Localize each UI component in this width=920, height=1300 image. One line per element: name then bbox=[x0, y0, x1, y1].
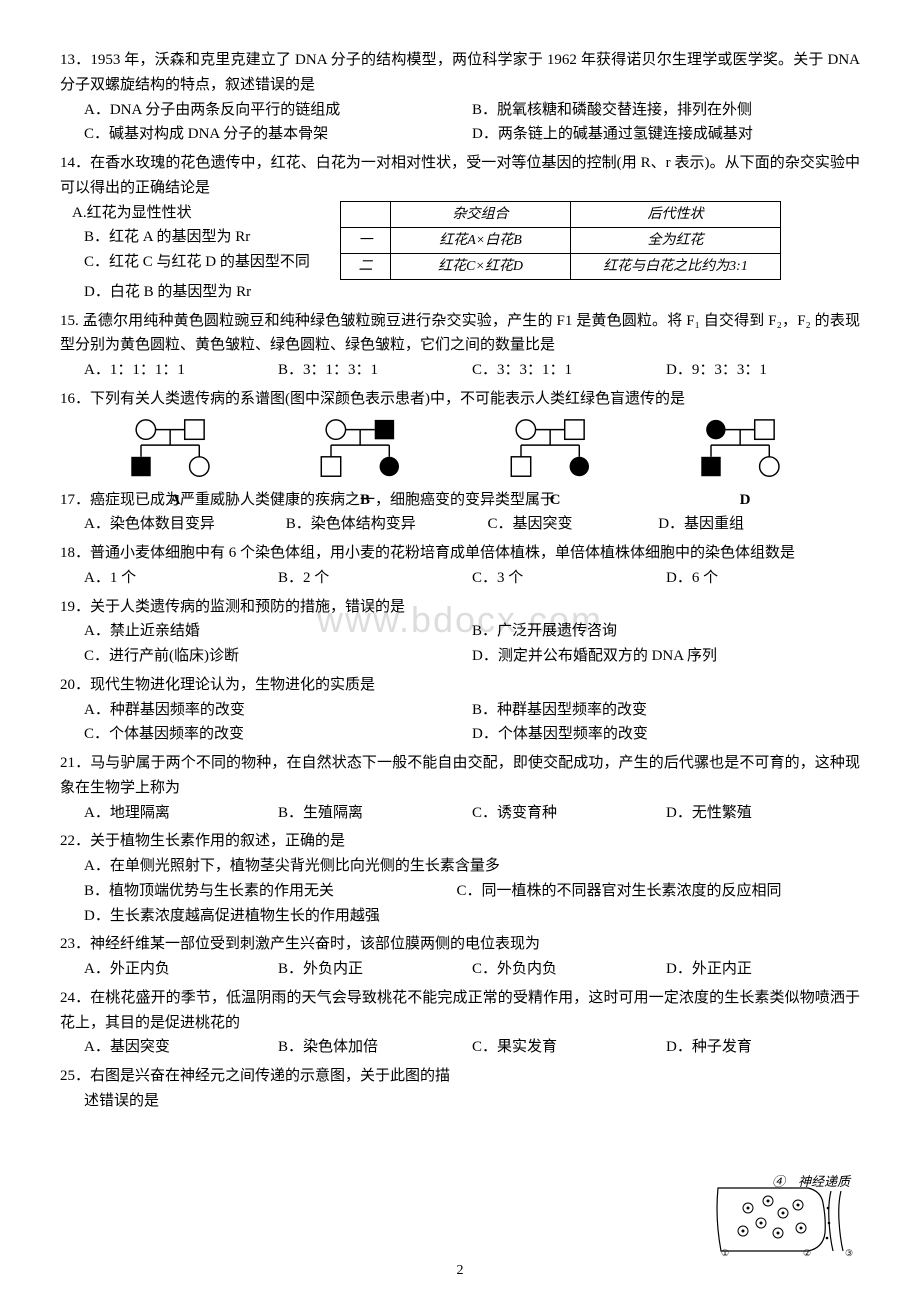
q19-opt-d: D．测定并公布婚配双方的 DNA 序列 bbox=[472, 644, 860, 669]
question-19: 19．关于人类遗传病的监测和预防的措施，错误的是 A．禁止近亲结婚 B．广泛开展… bbox=[60, 595, 860, 669]
question-20: 20．现代生物进化理论认为，生物进化的实质是 A．种群基因频率的改变 B．种群基… bbox=[60, 673, 860, 747]
q17-opt-c: C．基因突变 bbox=[488, 512, 659, 537]
q15-text: 15. 孟德尔用纯种黄色圆粒豌豆和纯种绿色皱粒豌豆进行杂交实验，产生的 F1 是… bbox=[60, 309, 860, 359]
question-25: 25．右图是兴奋在神经元之间传递的示意图，关于此图的描 述错误的是 bbox=[60, 1064, 860, 1114]
q18-opt-d: D．6 个 bbox=[666, 566, 860, 591]
q13-opt-a: A．DNA 分子由两条反向平行的链组成 bbox=[84, 98, 472, 123]
q24-text: 24．在桃花盛开的季节，低温阴雨的天气会导致桃花不能完成正常的受精作用，这时可用… bbox=[60, 986, 860, 1036]
pedigree-d: D bbox=[665, 416, 825, 484]
question-21: 21．马与驴属于两个不同的物种，在自然状态下一般不能自由交配，即使交配成功，产生… bbox=[60, 751, 860, 825]
q18-opt-a: A．1 个 bbox=[84, 566, 278, 591]
q15-opt-d: D．9：3：3：1 bbox=[666, 358, 860, 383]
q22-opt-d: D．生长素浓度越高促进植物生长的作用越强 bbox=[84, 904, 860, 929]
synapse-figure: ① ② ③ bbox=[713, 1183, 858, 1258]
q14-th1: 杂交组合 bbox=[391, 201, 571, 227]
q19-opt-c: C．进行产前(临床)诊断 bbox=[84, 644, 472, 669]
q13-opt-c: C．碱基对构成 DNA 分子的基本骨架 bbox=[84, 122, 472, 147]
svg-text:③: ③ bbox=[845, 1248, 853, 1258]
q21-opt-b: B．生殖隔离 bbox=[278, 801, 472, 826]
q14-r2c1: 红花C×红花D bbox=[391, 253, 571, 279]
q18-opt-b: B．2 个 bbox=[278, 566, 472, 591]
svg-text:①: ① bbox=[721, 1248, 729, 1258]
q18-opt-c: C．3 个 bbox=[472, 566, 666, 591]
question-18: 18．普通小麦体细胞中有 6 个染色体组，用小麦的花粉培育成单倍体植株，单倍体植… bbox=[60, 541, 860, 591]
q24-opt-c: C．果实发育 bbox=[472, 1035, 666, 1060]
q18-text: 18．普通小麦体细胞中有 6 个染色体组，用小麦的花粉培育成单倍体植株，单倍体植… bbox=[60, 541, 860, 566]
q14-r2c0: 二 bbox=[341, 253, 391, 279]
q15-opt-c: C．3：3：1：1 bbox=[472, 358, 666, 383]
q23-opt-c: C．外负内负 bbox=[472, 957, 666, 982]
q17-opt-b: B．染色体结构变异 bbox=[286, 512, 488, 537]
q17-opt-d: D．基因重组 bbox=[658, 512, 844, 537]
q20-opt-a: A．种群基因频率的改变 bbox=[84, 698, 472, 723]
q17-opt-a: A．染色体数目变异 bbox=[84, 512, 286, 537]
question-14: 14．在香水玫瑰的花色遗传中，红花、白花为一对相对性状，受一对等位基因的控制(用… bbox=[60, 151, 860, 305]
q13-opt-d: D．两条链上的碱基通过氢键连接成碱基对 bbox=[472, 122, 860, 147]
q13-opt-b: B．脱氧核糖和磷酸交替连接，排列在外侧 bbox=[472, 98, 860, 123]
q14-opt-a: A.红花为显性性状 bbox=[60, 201, 340, 226]
pedigree-c: C bbox=[475, 416, 635, 484]
q21-opt-a: A．地理隔离 bbox=[84, 801, 278, 826]
pedigree-a: A bbox=[95, 416, 255, 484]
q14-cross-table: 杂交组合 后代性状 一 红花A×白花B 全为红花 二 红花C×红花D 红花与白花… bbox=[340, 201, 781, 280]
q25-text: 25．右图是兴奋在神经元之间传递的示意图，关于此图的描 bbox=[60, 1064, 860, 1089]
q21-opt-d: D．无性繁殖 bbox=[666, 801, 860, 826]
svg-text:②: ② bbox=[803, 1248, 811, 1258]
q21-text: 21．马与驴属于两个不同的物种，在自然状态下一般不能自由交配，即使交配成功，产生… bbox=[60, 751, 860, 801]
question-13: 13．1953 年，沃森和克里克建立了 DNA 分子的结构模型，两位科学家于 1… bbox=[60, 48, 860, 147]
q20-opt-d: D．个体基因型频率的改变 bbox=[472, 722, 860, 747]
q22-text: 22．关于植物生长素作用的叙述，正确的是 bbox=[60, 829, 860, 854]
q16-text: 16．下列有关人类遗传病的系谱图(图中深颜色表示患者)中，不可能表示人类红绿色盲… bbox=[60, 387, 860, 412]
q24-opt-b: B．染色体加倍 bbox=[278, 1035, 472, 1060]
q20-opt-c: C．个体基因频率的改变 bbox=[84, 722, 472, 747]
q19-opt-b: B．广泛开展遗传咨询 bbox=[472, 619, 860, 644]
q14-r1c2: 全为红花 bbox=[571, 227, 781, 253]
pedigree-d-label: D bbox=[665, 488, 825, 513]
q19-opt-a: A．禁止近亲结婚 bbox=[84, 619, 472, 644]
q22-opt-a: A．在单侧光照射下，植物茎尖背光侧比向光侧的生长素含量多 bbox=[84, 854, 860, 879]
q14-r1c1: 红花A×白花B bbox=[391, 227, 571, 253]
q14-r2c2: 红花与白花之比约为3:1 bbox=[571, 253, 781, 279]
q14-opt-d: D．白花 B 的基因型为 Rr bbox=[60, 280, 860, 305]
q15-opt-a: A．1：1：1：1 bbox=[84, 358, 278, 383]
q19-text: 19．关于人类遗传病的监测和预防的措施，错误的是 bbox=[60, 595, 860, 620]
q23-text: 23．神经纤维某一部位受到刺激产生兴奋时，该部位膜两侧的电位表现为 bbox=[60, 932, 860, 957]
q24-opt-a: A．基因突变 bbox=[84, 1035, 278, 1060]
q14-th2: 后代性状 bbox=[571, 201, 781, 227]
q15-opt-b: B．3：1：3：1 bbox=[278, 358, 472, 383]
question-22: 22．关于植物生长素作用的叙述，正确的是 A．在单侧光照射下，植物茎尖背光侧比向… bbox=[60, 829, 860, 928]
q14-text: 14．在香水玫瑰的花色遗传中，红花、白花为一对相对性状，受一对等位基因的控制(用… bbox=[60, 151, 860, 201]
q22-opt-c: C．同一植株的不同器官对生长素浓度的反应相同 bbox=[456, 879, 860, 904]
q23-opt-a: A．外正内负 bbox=[84, 957, 278, 982]
q14-opt-c: C．红花 C 与红花 D 的基因型不同 bbox=[60, 250, 340, 275]
question-23: 23．神经纤维某一部位受到刺激产生兴奋时，该部位膜两侧的电位表现为 A．外正内负… bbox=[60, 932, 860, 982]
page-number: 2 bbox=[0, 1259, 920, 1282]
question-15: 15. 孟德尔用纯种黄色圆粒豌豆和纯种绿色皱粒豌豆进行杂交实验，产生的 F1 是… bbox=[60, 309, 860, 383]
page-content: 13．1953 年，沃森和克里克建立了 DNA 分子的结构模型，两位科学家于 1… bbox=[60, 48, 860, 1114]
q14-r1c0: 一 bbox=[341, 227, 391, 253]
question-24: 24．在桃花盛开的季节，低温阴雨的天气会导致桃花不能完成正常的受精作用，这时可用… bbox=[60, 986, 860, 1060]
question-16: 16．下列有关人类遗传病的系谱图(图中深颜色表示患者)中，不可能表示人类红绿色盲… bbox=[60, 387, 860, 484]
pedigree-b: B bbox=[285, 416, 445, 484]
q23-opt-d: D．外正内正 bbox=[666, 957, 860, 982]
q20-text: 20．现代生物进化理论认为，生物进化的实质是 bbox=[60, 673, 860, 698]
q14-opt-b: B．红花 A 的基因型为 Rr bbox=[60, 225, 340, 250]
q25-text2: 述错误的是 bbox=[60, 1089, 860, 1114]
q20-opt-b: B．种群基因型频率的改变 bbox=[472, 698, 860, 723]
q21-opt-c: C．诱变育种 bbox=[472, 801, 666, 826]
q23-opt-b: B．外负内正 bbox=[278, 957, 472, 982]
q22-opt-b: B．植物顶端优势与生长素的作用无关 bbox=[84, 879, 456, 904]
q24-opt-d: D．种子发育 bbox=[666, 1035, 860, 1060]
q13-text: 13．1953 年，沃森和克里克建立了 DNA 分子的结构模型，两位科学家于 1… bbox=[60, 48, 860, 98]
